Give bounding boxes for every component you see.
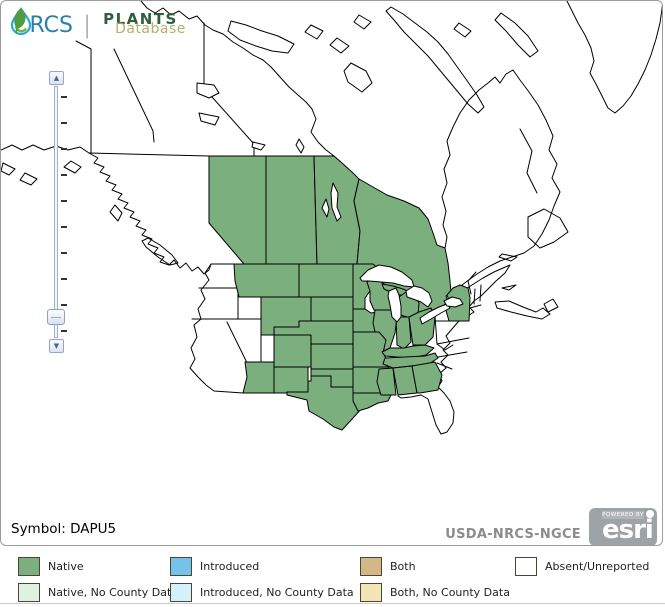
legend-swatch-absent <box>515 557 537 576</box>
legend-swatch-native <box>18 557 40 576</box>
zoom-in-icon: ▲ <box>53 74 60 82</box>
legend-swatch-both <box>360 557 382 576</box>
region-georgia <box>411 361 443 394</box>
esri-logo[interactable]: POWERED BY esri <box>589 508 657 545</box>
zoom-in-button[interactable]: ▲ <box>49 71 64 85</box>
symbol-label: Symbol: DAPU5 <box>11 521 117 537</box>
great-slave-lake <box>198 112 220 126</box>
zoom-tick <box>61 252 67 254</box>
zoom-slider-track[interactable] <box>54 86 58 338</box>
lake-huron <box>405 285 433 308</box>
plants-text: PLANTS <box>103 10 178 28</box>
lake-ontario <box>443 296 464 308</box>
bottom-divider <box>0 603 665 604</box>
zoom-slider[interactable]: ▲ ▼ <box>45 71 69 355</box>
zoom-out-button[interactable]: ▼ <box>49 339 64 353</box>
zoom-slider-thumb[interactable] <box>47 309 65 325</box>
zoom-tick <box>61 278 67 280</box>
esri-dot-icon <box>646 510 654 518</box>
region-mississippi <box>376 367 397 396</box>
region-colorado <box>273 334 312 368</box>
legend-swatch-introduced <box>170 557 192 576</box>
lake-erie <box>419 303 451 325</box>
legend-label: Native, No County Data <box>48 586 179 599</box>
header-logos: NRCS | PLANTS Database <box>9 7 213 43</box>
region-new-mexico <box>273 366 309 394</box>
lake-athabasca <box>251 141 266 151</box>
legend-label: Introduced <box>200 560 260 573</box>
region-indiana <box>395 316 412 350</box>
plants-leaf-icon <box>14 8 26 33</box>
region-saskatchewan <box>265 155 318 265</box>
legend-label: Native <box>48 560 84 573</box>
zoom-out-icon: ▼ <box>53 342 60 350</box>
coastlines <box>1 1 662 435</box>
map-attribution: USDA-NRCS-NGCE <box>445 527 581 542</box>
legend-swatch-both-no-county <box>360 583 382 602</box>
legend-swatch-native-no-county <box>18 583 40 602</box>
legend-swatch-introduced-no-county <box>170 583 192 602</box>
legend-label: Introduced, No County Data <box>200 586 354 599</box>
region-kentucky <box>381 344 435 359</box>
zoom-tick <box>61 330 67 332</box>
region-arizona <box>242 361 275 394</box>
zoom-tick <box>61 148 67 150</box>
native-regions <box>208 155 471 431</box>
esri-brand-text: esri <box>602 515 654 545</box>
zoom-tick <box>61 122 67 124</box>
zoom-tick <box>61 304 67 306</box>
region-montana <box>233 263 300 298</box>
legend-label: Absent/Unreported <box>545 560 650 573</box>
map-canvas[interactable]: NRCS | PLANTS Database ▲ <box>0 0 663 546</box>
lake-winnipeg <box>330 182 342 222</box>
legend-label: Both, No County Data <box>390 586 510 599</box>
legend: Native Native, No County Data Introduced… <box>0 548 665 607</box>
zoom-tick <box>61 174 67 176</box>
plants-database-wordmark[interactable]: PLANTS Database <box>103 8 213 42</box>
esri-powered-by-label: POWERED BY <box>602 511 644 519</box>
region-louisiana <box>352 392 393 412</box>
legend-label: Both <box>390 560 416 573</box>
zoom-tick <box>61 200 67 202</box>
zoom-tick <box>61 96 67 98</box>
north-america-map[interactable] <box>1 1 662 545</box>
lake-manitoba <box>321 198 330 218</box>
region-alberta <box>208 155 267 265</box>
reindeer-lake <box>295 138 305 154</box>
region-north-dakota <box>298 263 354 298</box>
lake-michigan <box>387 287 402 323</box>
lakes <box>196 82 464 325</box>
database-text: Database <box>115 21 186 37</box>
logo-divider: | <box>82 11 92 39</box>
great-bear-lake <box>196 82 220 99</box>
zoom-tick <box>61 226 67 228</box>
